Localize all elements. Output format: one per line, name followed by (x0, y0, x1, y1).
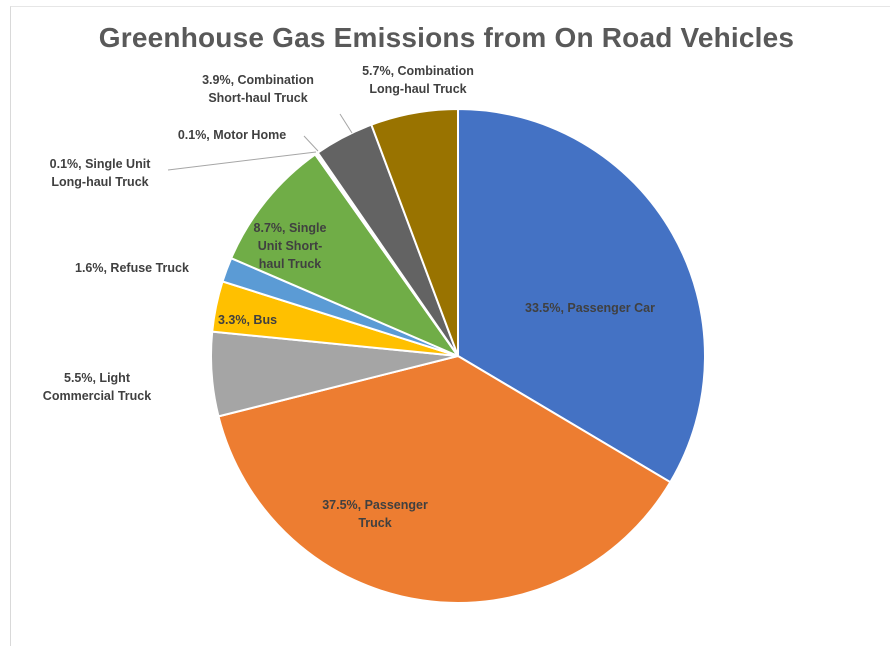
data-label-combination-long-haul-truck: 5.7%, Combination Long-haul Truck (362, 64, 474, 96)
pie-slice-passenger-car (457, 107, 706, 484)
pie-slice-passenger-truck (217, 354, 672, 604)
data-label-single-unit-long-haul-truck: 0.1%, Single Unit Long-haul Truck (50, 157, 152, 189)
pie-slice-single-unit-short-haul-truck (229, 153, 461, 359)
data-label-combination-short-haul-truck: 3.9%, Combination Short-haul Truck (202, 73, 314, 105)
data-label-motor-home: 0.1%, Motor Home (178, 128, 286, 142)
data-label-bus: 3.3%, Bus (218, 313, 277, 327)
pie-slice-combination-long-haul-truck (370, 107, 459, 357)
data-label-light-commercial-truck: 5.5%, Light Commercial Truck (43, 371, 151, 403)
data-label-refuse-truck: 1.6%, Refuse Truck (75, 261, 189, 275)
leader-line-combination-short-haul-truck (339, 113, 353, 134)
chart-title: Greenhouse Gas Emissions from On Road Ve… (98, 22, 795, 53)
leader-line-single-unit-long-haul-truck (167, 151, 317, 171)
leader-line-motor-home (303, 135, 319, 152)
data-label-single-unit-short-haul-truck: 8.7%, Single Unit Short-haul Truck (254, 221, 327, 271)
data-label-passenger-car: 33.5%, Passenger Car (525, 301, 655, 315)
chart-frame (10, 6, 890, 646)
data-label-passenger-truck: 37.5%, Passenger Truck (322, 498, 428, 530)
